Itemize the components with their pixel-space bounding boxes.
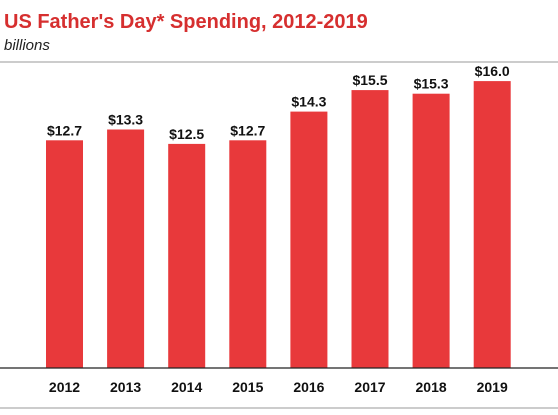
- x-tick-label-2012: 2012: [49, 379, 80, 395]
- bar-2018: [412, 93, 450, 368]
- bar-2012: [46, 140, 83, 368]
- data-label-2014: $12.5: [169, 126, 204, 142]
- data-label-2015: $12.7: [230, 122, 265, 138]
- x-tick-label-2015: 2015: [232, 379, 263, 395]
- data-label-2013: $13.3: [108, 112, 143, 128]
- data-label-2019: $16.0: [475, 63, 510, 79]
- x-tick-label-2017: 2017: [354, 379, 385, 395]
- x-tick-label-2018: 2018: [416, 379, 447, 395]
- bar-2015: [229, 140, 267, 368]
- chart-title: US Father's Day* Spending, 2012-2019: [4, 11, 368, 33]
- bar-2017: [351, 90, 389, 368]
- x-tick-label-2019: 2019: [477, 379, 508, 395]
- chart-subtitle: billions: [4, 37, 50, 54]
- bar-2019: [473, 81, 511, 368]
- data-label-2017: $15.5: [352, 72, 387, 88]
- bar-2013: [107, 129, 145, 368]
- x-axis-tick-labels: 2012 2013 2014 2015 2016 2017 2018 2019: [49, 379, 508, 395]
- x-tick-label-2014: 2014: [171, 379, 202, 395]
- plot-area: $12.7 $13.3 $12.5 $12.7 $14.3 $15.5 $15.3 $16.0: [46, 63, 511, 368]
- bar-2014: [168, 143, 206, 368]
- x-tick-label-2013: 2013: [110, 379, 141, 395]
- data-label-2012: $12.7: [47, 122, 82, 138]
- x-tick-label-2016: 2016: [293, 379, 324, 395]
- bar-2016: [290, 111, 328, 368]
- data-label-2018: $15.3: [414, 76, 449, 92]
- data-label-2016: $14.3: [291, 94, 326, 110]
